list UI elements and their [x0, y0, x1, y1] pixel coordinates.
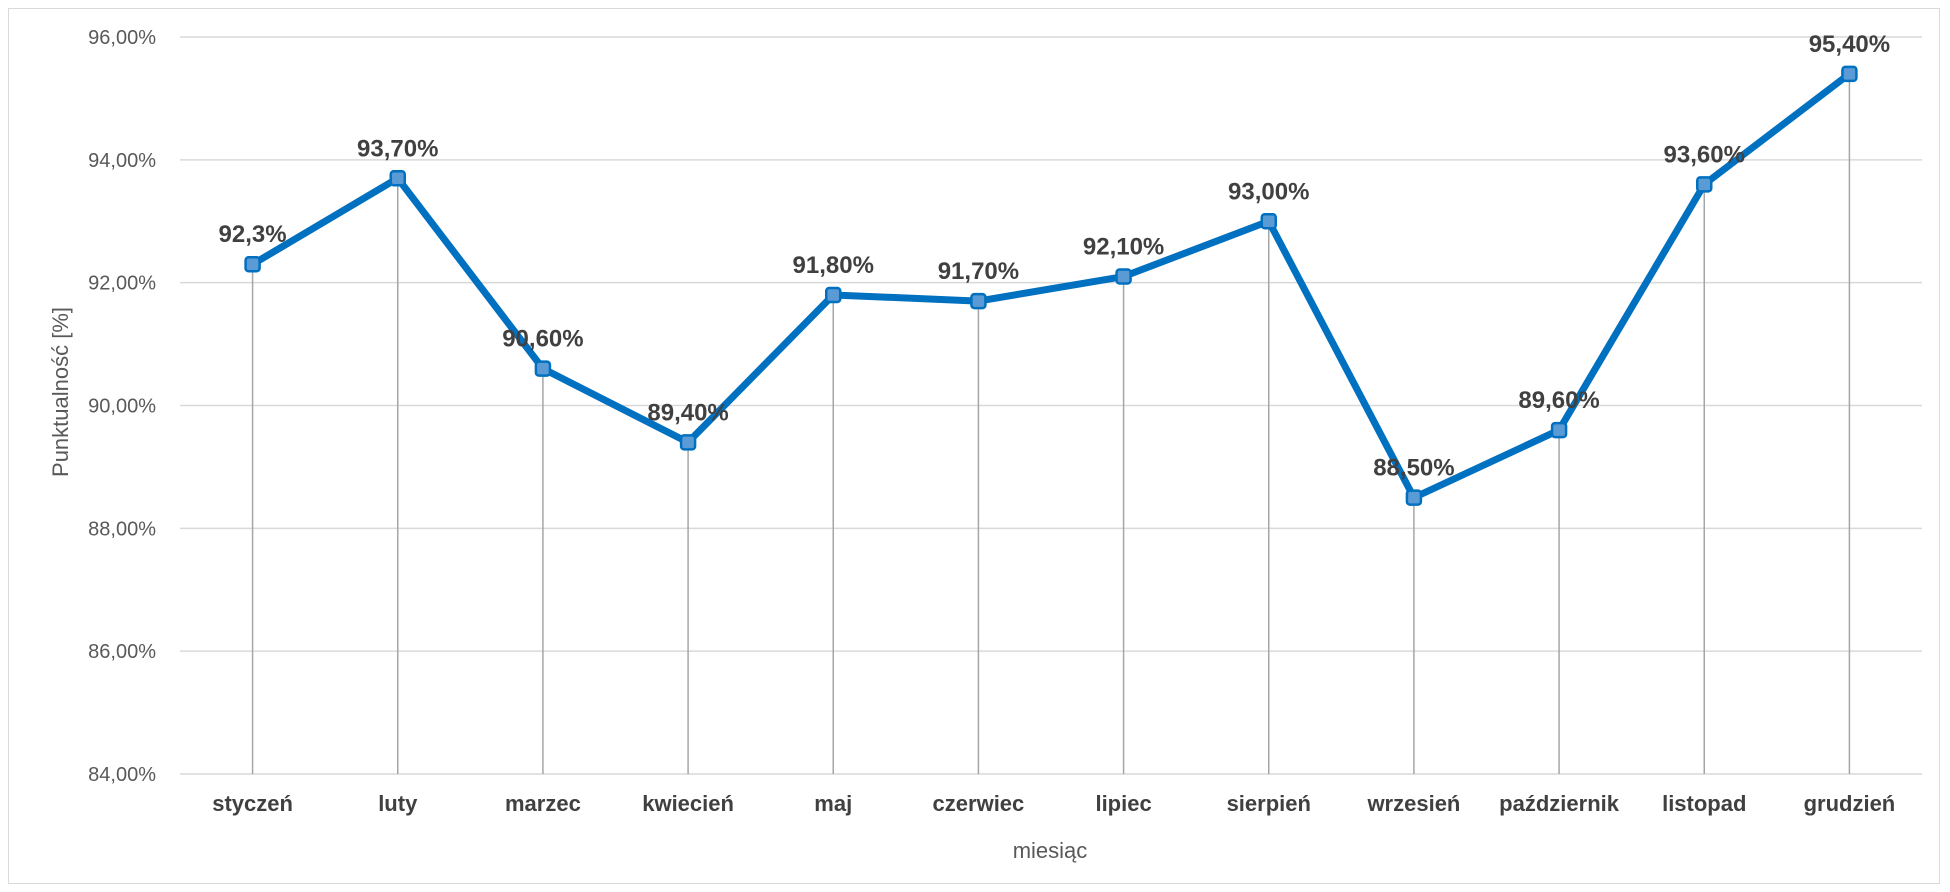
data-point-marker	[389, 170, 406, 187]
x-category-label: lipiec	[1095, 791, 1151, 816]
x-category-label: styczeń	[212, 791, 293, 816]
y-tick-label: 90,00%	[88, 396, 156, 418]
y-tick-label: 92,00%	[88, 273, 156, 295]
data-point-marker	[1260, 213, 1277, 230]
data-point-marker	[1696, 176, 1713, 193]
x-category-label: luty	[378, 791, 418, 816]
data-label: 95,40%	[1809, 31, 1890, 58]
x-category-label: sierpień	[1227, 791, 1311, 816]
data-labels: 92,3% 93,70% 90,60% 89,40% 91,80% 91,70% 92,10…	[219, 31, 1891, 482]
x-axis-title: miesiąc	[1013, 838, 1088, 863]
drop-lines	[251, 73, 1851, 774]
data-label: 92,10%	[1083, 234, 1164, 261]
x-axis-category-labels: styczeń luty marzec kwiecień maj czerwiec lipi…	[212, 791, 1895, 816]
x-category-label: październik	[1499, 791, 1620, 816]
y-axis-tick-labels: 84,00% 86,00% 88,00% 90,00% 92,00% 94,00% 96,0…	[88, 27, 156, 786]
data-label: 89,40%	[647, 399, 728, 426]
data-point-marker	[1115, 268, 1132, 285]
data-label: 88,50%	[1373, 455, 1454, 482]
chart-frame	[8, 8, 1940, 884]
gridlines	[180, 36, 1922, 775]
markers	[244, 65, 1858, 506]
y-axis-title: Punktualność [%]	[48, 307, 73, 477]
data-label: 91,70%	[938, 258, 1019, 285]
data-label: 91,80%	[793, 252, 874, 279]
y-tick-label: 94,00%	[88, 150, 156, 172]
data-point-marker	[534, 360, 552, 377]
data-point-marker	[1550, 421, 1568, 439]
y-tick-label: 88,00%	[88, 518, 156, 540]
data-point-marker	[679, 434, 697, 451]
data-point-marker	[1841, 65, 1858, 83]
data-label: 89,60%	[1518, 387, 1599, 414]
y-tick-label: 86,00%	[88, 641, 156, 663]
data-point-marker	[244, 255, 261, 273]
x-category-label: listopad	[1662, 791, 1746, 816]
data-point-marker	[1405, 489, 1423, 506]
x-category-label: marzec	[505, 791, 581, 816]
x-category-label: czerwiec	[933, 791, 1025, 816]
data-label: 92,3%	[219, 221, 287, 248]
x-category-label: wrzesień	[1366, 791, 1460, 816]
data-label: 93,60%	[1664, 141, 1745, 168]
y-tick-label: 84,00%	[88, 764, 156, 786]
data-label: 93,00%	[1228, 178, 1309, 205]
x-category-label: maj	[814, 791, 852, 816]
y-tick-label: 96,00%	[88, 27, 156, 49]
data-label: 90,60%	[502, 326, 583, 353]
x-category-label: grudzień	[1804, 791, 1896, 816]
data-point-marker	[825, 286, 842, 304]
x-category-label: kwiecień	[642, 791, 734, 816]
data-point-marker	[970, 292, 987, 310]
series-line-layer	[249, 70, 1853, 502]
data-label: 93,70%	[357, 135, 438, 162]
series-line	[249, 70, 1853, 502]
